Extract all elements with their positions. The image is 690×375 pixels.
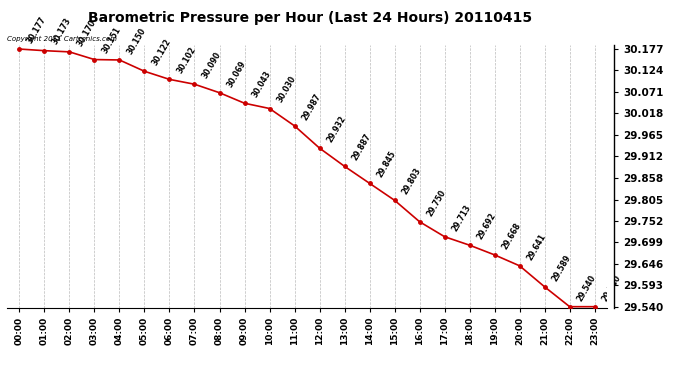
Text: 29.540: 29.540 bbox=[575, 273, 598, 303]
Text: 29.692: 29.692 bbox=[475, 211, 497, 241]
Text: 29.713: 29.713 bbox=[450, 203, 473, 232]
Text: 29.641: 29.641 bbox=[525, 232, 548, 262]
Text: 29.932: 29.932 bbox=[325, 114, 348, 144]
Text: 30.170: 30.170 bbox=[75, 18, 97, 48]
Text: 29.803: 29.803 bbox=[400, 166, 422, 196]
Text: 30.151: 30.151 bbox=[100, 26, 122, 56]
Text: 30.090: 30.090 bbox=[200, 50, 222, 80]
Text: Copyright 2011 Cartronics.com: Copyright 2011 Cartronics.com bbox=[7, 36, 117, 42]
Text: 30.122: 30.122 bbox=[150, 38, 172, 67]
Text: 30.173: 30.173 bbox=[50, 16, 72, 46]
Text: 29.668: 29.668 bbox=[500, 221, 522, 251]
Text: 30.102: 30.102 bbox=[175, 45, 197, 75]
Text: 29.750: 29.750 bbox=[425, 188, 448, 218]
Text: 30.150: 30.150 bbox=[125, 26, 147, 56]
Text: 30.043: 30.043 bbox=[250, 69, 273, 99]
Text: 30.177: 30.177 bbox=[25, 15, 48, 45]
Text: 30.030: 30.030 bbox=[275, 75, 297, 104]
Text: Barometric Pressure per Hour (Last 24 Hours) 20110415: Barometric Pressure per Hour (Last 24 Ho… bbox=[88, 11, 533, 25]
Text: 29.540: 29.540 bbox=[600, 273, 622, 303]
Text: 29.845: 29.845 bbox=[375, 150, 397, 179]
Text: 29.987: 29.987 bbox=[300, 92, 323, 122]
Text: 29.589: 29.589 bbox=[550, 253, 573, 283]
Text: 29.887: 29.887 bbox=[350, 132, 373, 162]
Text: 30.069: 30.069 bbox=[225, 59, 248, 88]
